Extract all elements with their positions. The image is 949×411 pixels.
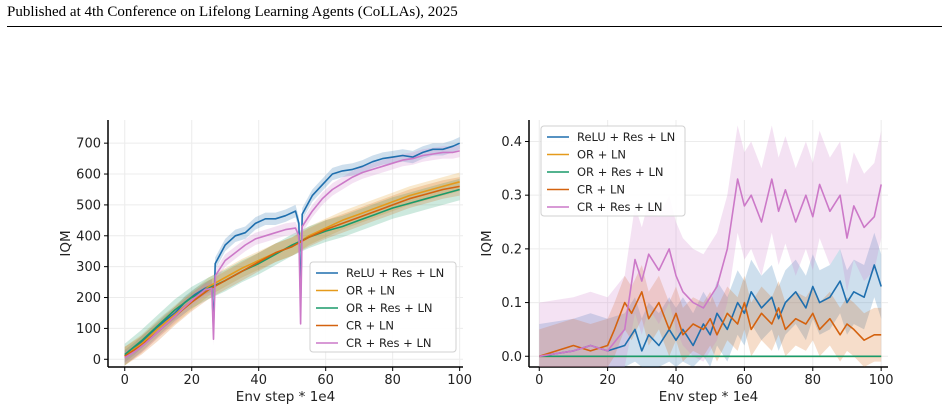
y-axis-label: IQM [479, 230, 495, 256]
legend-label: OR + LN [346, 284, 395, 298]
y-tick-label: 400 [76, 229, 101, 244]
legend-label: CR + Res + LN [577, 200, 662, 214]
legend-label: CR + Res + LN [346, 336, 431, 350]
y-tick-label: 600 [76, 168, 101, 183]
legend-label: CR + LN [346, 319, 394, 333]
legend-label: OR + Res + LN [577, 165, 664, 179]
legend-label: CR + LN [577, 183, 625, 197]
legend-box [540, 125, 686, 217]
series-line-cr-res-ln [539, 178, 882, 358]
x-tick-label: 100 [869, 373, 894, 388]
page-header: Published at 4th Conference on Lifelong … [7, 4, 458, 20]
x-tick-label: 0 [535, 373, 543, 388]
series-group [124, 137, 461, 366]
x-tick-label: 0 [121, 373, 129, 388]
x-axis-label: Env step * 1e4 [659, 389, 758, 405]
y-tick-label: 0.0 [501, 350, 522, 365]
y-tick-label: 300 [76, 260, 101, 275]
legend-box [309, 261, 457, 353]
series-line-cr-ln [539, 290, 882, 358]
y-tick-label: 100 [76, 322, 101, 337]
left-chart: 0 20 40 60 80 100 0 100 200 300 400 500 600 700 Env st… [58, 120, 472, 405]
series-group [539, 125, 882, 368]
legend-label: OR + Res + LN [346, 301, 433, 315]
y-tick-label: 0.4 [501, 135, 522, 150]
x-tick-label: 100 [447, 373, 472, 388]
right-chart: 0 20 40 60 80 100 0.0 0.1 0.2 0.3 0.4 Env step * 1e… [479, 120, 894, 405]
legend-label: OR + LN [577, 148, 626, 162]
band-cr-res-ln [539, 125, 882, 368]
x-tick-label: 80 [805, 373, 822, 388]
legend: ReLU + Res + LN OR + LN OR + Res + LN CR + … [309, 261, 457, 353]
x-tick-label: 20 [599, 373, 616, 388]
x-tick-label: 60 [736, 373, 753, 388]
legend: ReLU + Res + LN OR + LN OR + Res + LN CR + … [540, 125, 686, 217]
x-tick-label: 60 [317, 373, 334, 388]
band-or-res-ln [124, 178, 460, 366]
series-line-cr-res-ln [124, 150, 460, 359]
legend-label: ReLU + Res + LN [577, 130, 675, 144]
x-tick-label: 40 [668, 373, 685, 388]
y-tick-label: 0.3 [501, 189, 522, 204]
header-rule [7, 26, 942, 27]
y-tick-label: 200 [76, 291, 101, 306]
legend-label: ReLU + Res + LN [346, 266, 444, 280]
band-cr-ln [124, 177, 460, 366]
x-tick-label: 40 [250, 373, 267, 388]
band-relu-res-ln [539, 232, 882, 367]
y-tick-label: 0.2 [501, 242, 522, 257]
x-tick-label: 80 [384, 373, 401, 388]
y-axis-label: IQM [58, 230, 74, 256]
y-tick-label: 0.1 [501, 296, 522, 311]
x-tick-label: 20 [183, 373, 200, 388]
y-tick-label: 0 [93, 353, 101, 368]
series-line-relu-res-ln [539, 264, 882, 358]
band-cr-ln [539, 265, 882, 367]
series-line-or-res-ln [124, 188, 460, 356]
x-axis-label: Env step * 1e4 [236, 389, 335, 405]
y-tick-label: 700 [76, 137, 101, 152]
y-tick-label: 500 [76, 198, 101, 213]
